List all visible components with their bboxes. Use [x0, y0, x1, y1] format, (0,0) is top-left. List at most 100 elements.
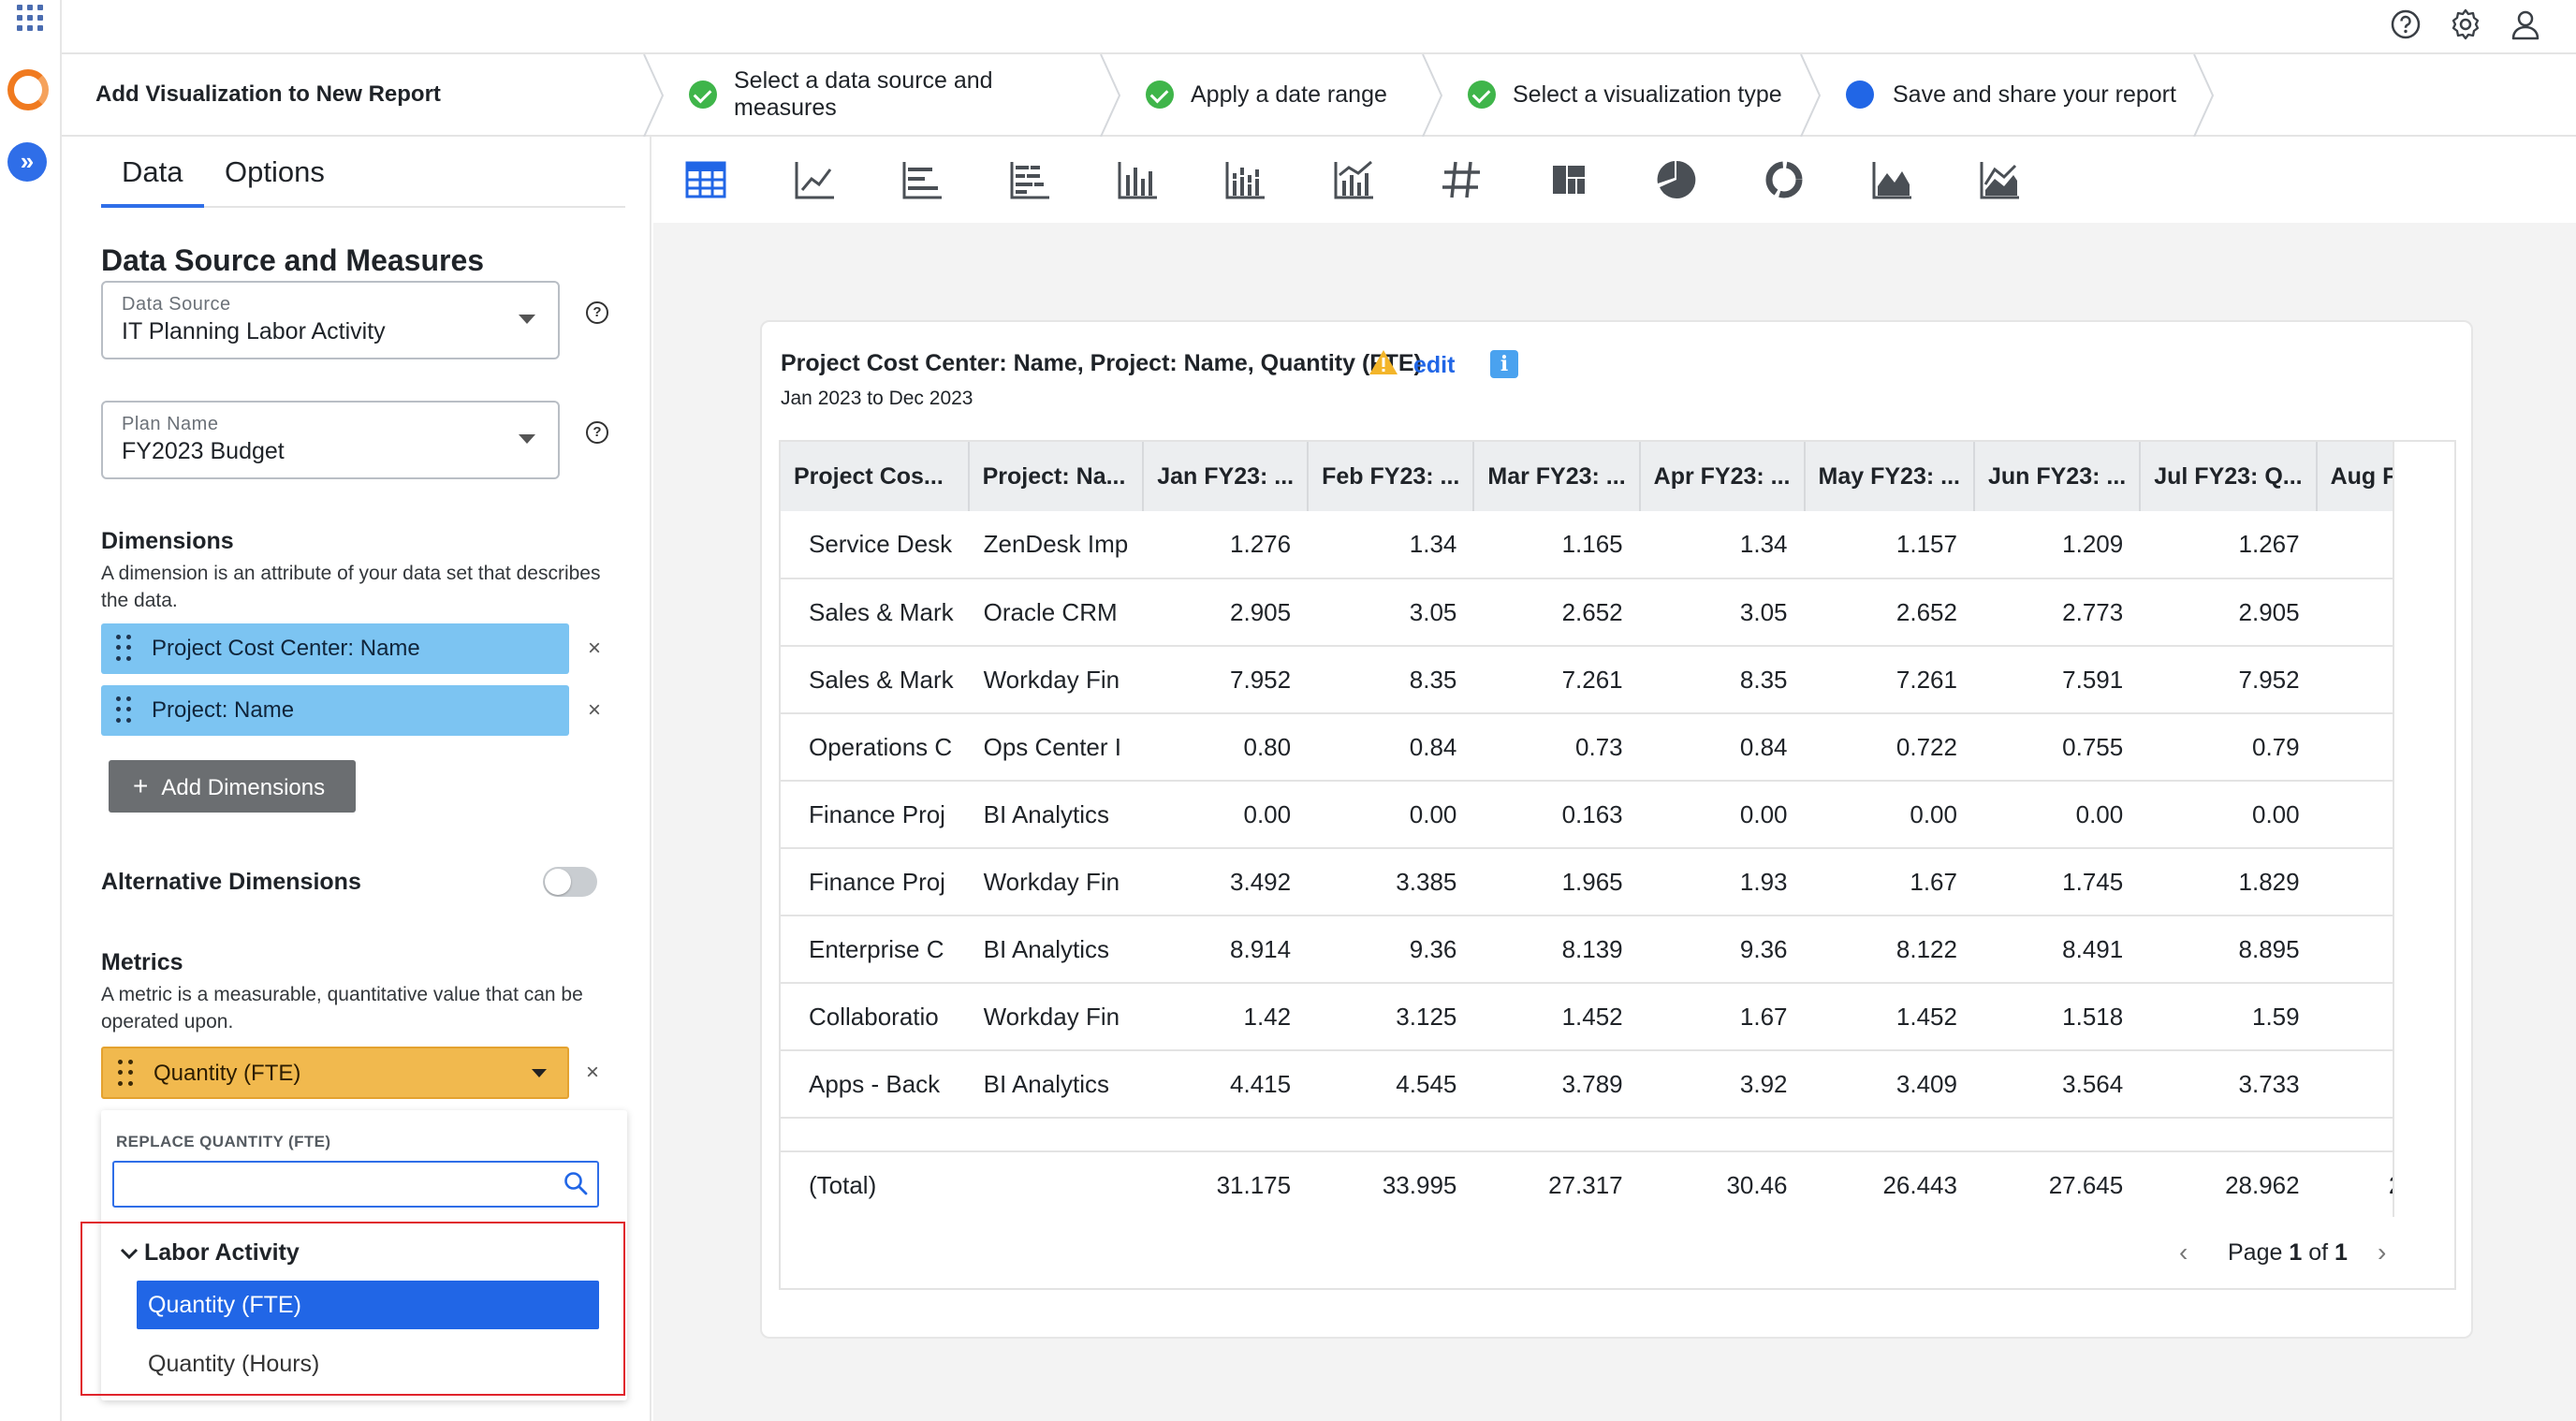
- column-header[interactable]: Project: Na...: [968, 442, 1145, 511]
- expand-sidebar-button[interactable]: »: [7, 142, 47, 182]
- step-save-share[interactable]: Save and share your report: [1800, 54, 2215, 137]
- step-visualization-type[interactable]: Select a visualization type: [1422, 54, 1810, 137]
- metric-option-selected[interactable]: Quantity (FTE): [137, 1281, 599, 1329]
- table-row[interactable]: Sales & Mark Workday Fin 7.952 8.35 7.261 8.3…: [781, 646, 2396, 714]
- table-cell: 1.42: [1143, 983, 1309, 1051]
- plan-name-help-icon[interactable]: ?: [586, 421, 608, 444]
- table-row[interactable]: Sales & Mark Oracle CRM 2.905 3.05 2.652 3.05…: [781, 579, 2396, 647]
- dimension-pill[interactable]: Project Cost Center: Name: [101, 623, 569, 674]
- tab-data[interactable]: Data: [122, 155, 183, 188]
- settings-icon[interactable]: [2447, 6, 2484, 43]
- add-dimensions-button[interactable]: + Add Dimensions: [109, 760, 356, 813]
- metric-group-labor-activity[interactable]: Labor Activity: [144, 1239, 300, 1266]
- treemap-icon[interactable]: [1544, 155, 1593, 204]
- stacked-column-icon[interactable]: [1221, 155, 1269, 204]
- drag-handle-icon[interactable]: [116, 696, 131, 725]
- table-cell: (Total): [781, 1151, 969, 1220]
- step-select-data-source[interactable]: Select a data source and measures: [643, 54, 1110, 137]
- data-source-select[interactable]: Data Source IT Planning Labor Activity: [101, 281, 560, 359]
- column-header[interactable]: Aug FY2: [2316, 442, 2396, 511]
- table-row[interactable]: Finance Proj Workday Fin 3.492 3.385 1.965 1.…: [781, 848, 2396, 916]
- table-cell: 1.829: [2140, 848, 2317, 916]
- line-chart-icon[interactable]: [790, 155, 839, 204]
- table-cell: 8.122: [1804, 916, 1974, 984]
- area-chart-icon[interactable]: [1867, 155, 1916, 204]
- metrics-description: A metric is a measurable, quantitative v…: [101, 984, 583, 1033]
- table-cell: 26.: [2316, 1151, 2396, 1220]
- column-header[interactable]: Jul FY23: Q...: [2140, 442, 2318, 511]
- table-cell: 8.35: [1308, 646, 1474, 714]
- column-header[interactable]: Jun FY23: ...: [1973, 442, 2142, 511]
- column-header[interactable]: Apr FY23: ...: [1639, 442, 1806, 511]
- drag-handle-icon[interactable]: [116, 635, 131, 663]
- table-row[interactable]: Finance Proj BI Analytics 0.00 0.00 0.163 0.0…: [781, 781, 2396, 849]
- table-cell: 3.05: [1639, 579, 1805, 647]
- remove-metric-icon[interactable]: ×: [586, 1060, 600, 1085]
- spacer-cell: [1308, 1118, 1474, 1152]
- dimensions-description: A dimension is an attribute of your data…: [101, 563, 601, 611]
- stacked-bar-icon[interactable]: [1005, 155, 1054, 204]
- column-header[interactable]: Feb FY23: ...: [1308, 442, 1475, 511]
- table-cell: Finance Proj: [781, 848, 969, 916]
- column-chart-icon[interactable]: [1113, 155, 1162, 204]
- pie-chart-icon[interactable]: [1652, 155, 1701, 204]
- remove-dimension-icon[interactable]: ×: [588, 636, 602, 661]
- stacked-area-icon[interactable]: [1975, 155, 2024, 204]
- donut-chart-icon[interactable]: [1760, 155, 1808, 204]
- bar-chart-icon[interactable]: [898, 155, 946, 204]
- step-separator-icon: [1100, 54, 1121, 137]
- dimension-pill-label: Project Cost Center: Name: [152, 636, 420, 661]
- table-cell: ZenDesk Imp: [968, 511, 1144, 579]
- column-header[interactable]: May FY23: ...: [1804, 442, 1975, 511]
- table-total-row[interactable]: (Total) 31.175 33.995 27.317 30.46 26.443 27.6…: [781, 1151, 2396, 1220]
- data-source-value: IT Planning Labor Activity: [122, 318, 386, 344]
- user-icon[interactable]: [2507, 6, 2544, 43]
- data-table: Project Cos... Project: Na... Jan FY23: …: [781, 442, 2396, 1220]
- remove-dimension-icon[interactable]: ×: [588, 697, 602, 723]
- data-table-scroll[interactable]: Project Cos... Project: Na... Jan FY23: …: [781, 442, 2396, 1288]
- step-date-range[interactable]: Apply a date range: [1100, 54, 1432, 137]
- spacer-cell: [1804, 1118, 1974, 1152]
- alternative-dimensions-toggle[interactable]: [543, 867, 597, 897]
- metric-search-input[interactable]: [122, 1166, 552, 1202]
- warning-icon[interactable]: [1368, 348, 1398, 376]
- next-page-icon[interactable]: ›: [2378, 1238, 2387, 1267]
- table-icon[interactable]: [681, 155, 730, 204]
- metric-pill[interactable]: Quantity (FTE): [101, 1047, 569, 1099]
- dimension-pill[interactable]: Project: Name: [101, 685, 569, 736]
- table-pager: ‹ Page 1 of 1 ›: [781, 1217, 2396, 1288]
- column-header[interactable]: Jan FY23: ...: [1143, 442, 1310, 511]
- app-launcher-icon[interactable]: [13, 4, 43, 31]
- metric-search-field[interactable]: [112, 1161, 599, 1208]
- wizard-stepper: Add Visualization to New Report Select a…: [62, 54, 2576, 137]
- table-row[interactable]: Collaboratio Workday Fin 1.42 3.125 1.452 1.6…: [781, 983, 2396, 1051]
- drag-handle-icon[interactable]: [118, 1060, 133, 1088]
- chevron-down-icon[interactable]: [119, 1243, 139, 1264]
- data-source-help-icon[interactable]: ?: [586, 301, 608, 324]
- caret-down-icon[interactable]: [532, 1069, 547, 1077]
- add-dimensions-label: Add Dimensions: [161, 775, 326, 800]
- column-header[interactable]: Project Cos...: [781, 442, 970, 511]
- info-icon[interactable]: i: [1490, 350, 1518, 378]
- table-row[interactable]: Enterprise C BI Analytics 8.914 9.36 8.139 9.…: [781, 916, 2396, 984]
- table-row[interactable]: Operations C Ops Center I 0.80 0.84 0.73 0.84…: [781, 713, 2396, 782]
- edit-link[interactable]: edit: [1413, 352, 1456, 378]
- tab-options[interactable]: Options: [225, 155, 325, 188]
- table-cell: 1.267: [2140, 511, 2317, 579]
- table-cell: Service Desk: [781, 511, 969, 579]
- table-cell: 8.139: [1473, 916, 1640, 984]
- brand-logo-icon[interactable]: [7, 69, 49, 110]
- column-header[interactable]: Mar FY23: ...: [1473, 442, 1641, 511]
- number-icon[interactable]: [1437, 155, 1486, 204]
- previous-page-icon[interactable]: ‹: [2179, 1238, 2188, 1267]
- table-cell: 3.: [2316, 1050, 2396, 1119]
- help-icon[interactable]: [2387, 6, 2424, 43]
- plan-name-select[interactable]: Plan Name FY2023 Budget: [101, 401, 560, 479]
- table-cell: 1.745: [1973, 848, 2141, 916]
- table-cell: 31.175: [1143, 1151, 1309, 1220]
- table-row[interactable]: Service Desk ZenDesk Imp 1.276 1.34 1.165 1.3…: [781, 511, 2396, 579]
- combo-chart-icon[interactable]: [1329, 155, 1378, 204]
- table-row[interactable]: Apps - Back BI Analytics 4.415 4.545 3.789 3.…: [781, 1050, 2396, 1119]
- search-icon[interactable]: [564, 1171, 588, 1195]
- metric-option[interactable]: Quantity (Hours): [148, 1351, 320, 1377]
